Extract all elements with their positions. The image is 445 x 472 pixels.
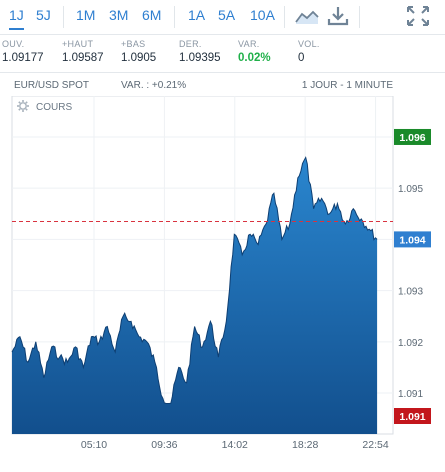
variation-label: VAR. : +0.21% xyxy=(121,80,187,91)
stat-high: +HAUT 1.09587 xyxy=(62,39,104,64)
legend: COURS xyxy=(17,100,72,113)
x-tick-label: 14:02 xyxy=(222,439,248,451)
period-tab-1j[interactable]: 1J xyxy=(9,0,24,30)
period-tab-3m[interactable]: 3M xyxy=(109,7,129,23)
y-tick-label: 1.092 xyxy=(398,338,423,349)
toolbar-divider xyxy=(359,6,360,28)
price-badge-low: 1.091 xyxy=(394,408,431,424)
stat-label: VAR. xyxy=(238,39,260,49)
stat-value: 1.09587 xyxy=(62,52,104,64)
x-tick-label: 05:10 xyxy=(81,439,107,451)
stat-volume: VOL. 0 xyxy=(298,39,320,64)
y-tick-label: 1.091 xyxy=(398,389,423,400)
x-axis: 05:10 09:36 14:02 18:28 22:54 xyxy=(81,439,389,451)
stat-value: 0.02% xyxy=(238,52,271,64)
price-badge-high: 1.096 xyxy=(394,128,431,145)
stat-value: 1.0905 xyxy=(121,52,157,64)
period-tab-5a[interactable]: 5A xyxy=(218,7,236,23)
area-chart-icon[interactable] xyxy=(294,4,320,28)
period-tab-1m[interactable]: 1M xyxy=(76,7,96,23)
stat-label: VOL. xyxy=(298,39,320,49)
price-badge-box xyxy=(394,231,431,248)
instrument-name: EUR/USD SPOT xyxy=(14,80,90,91)
y-tick-label: 1.093 xyxy=(398,287,423,298)
period-tab-5j[interactable]: 5J xyxy=(36,7,51,23)
timeframe-label: 1 JOUR - 1 MINUTE xyxy=(301,80,393,91)
price-badge-box xyxy=(394,408,431,424)
toolbar-divider xyxy=(174,6,175,28)
x-tick-label: 22:54 xyxy=(362,439,388,451)
x-tick-label: 09:36 xyxy=(151,439,177,451)
toolbar-divider xyxy=(284,6,285,28)
stat-value: 0 xyxy=(298,52,305,64)
stat-last: DER. 1.09395 xyxy=(179,39,221,64)
price-line xyxy=(11,156,378,404)
toolbar-divider xyxy=(63,6,64,28)
price-area-fill xyxy=(12,157,378,434)
settings-gear-icon[interactable] xyxy=(17,100,29,112)
legend-cours-label: COURS xyxy=(36,102,72,113)
fullscreen-icon[interactable] xyxy=(405,4,431,28)
price-badge-box xyxy=(394,128,431,145)
quote-stats: OUV. 1.09177 +HAUT 1.09587 +BAS 1.0905 D… xyxy=(0,36,445,73)
price-badge-label: 1.091 xyxy=(399,411,425,423)
stat-low: +BAS 1.0905 xyxy=(121,39,156,64)
price-chart: 1.091 1.092 1.093 1.094 1.095 1.096 05:10 09:3… xyxy=(11,96,431,451)
period-tab-6m[interactable]: 6M xyxy=(142,7,162,23)
period-tab-1a[interactable]: 1A xyxy=(188,7,206,23)
stat-label: +HAUT xyxy=(62,39,94,49)
y-axis: 1.091 1.092 1.093 1.094 1.095 1.096 xyxy=(398,133,423,400)
stat-label: +BAS xyxy=(121,39,146,49)
price-badge-label: 1.096 xyxy=(399,132,425,144)
download-icon[interactable] xyxy=(325,4,351,28)
x-tick-label: 18:28 xyxy=(292,439,318,451)
price-badges: 1.096 1.094 1.091 xyxy=(394,128,431,424)
stat-variation: VAR. 0.02% xyxy=(238,39,271,64)
stat-label: DER. xyxy=(179,39,202,49)
price-badge-label: 1.094 xyxy=(399,234,425,246)
y-tick-label: 1.095 xyxy=(398,184,423,195)
period-tab-10a[interactable]: 10A xyxy=(250,7,275,23)
stat-label: OUV. xyxy=(2,39,25,49)
chart-info-bar: EUR/USD SPOT VAR. : +0.21% 1 JOUR - 1 MI… xyxy=(0,76,445,96)
price-badge-last: 1.094 xyxy=(394,231,431,248)
stat-open: OUV. 1.09177 xyxy=(2,39,44,64)
price-area-layer xyxy=(11,156,378,434)
stat-value: 1.09177 xyxy=(2,52,44,64)
stat-value: 1.09395 xyxy=(179,52,221,64)
chart-toolbar: 1J 5J 1M 3M 6M 1A 5A 10A xyxy=(0,0,445,35)
